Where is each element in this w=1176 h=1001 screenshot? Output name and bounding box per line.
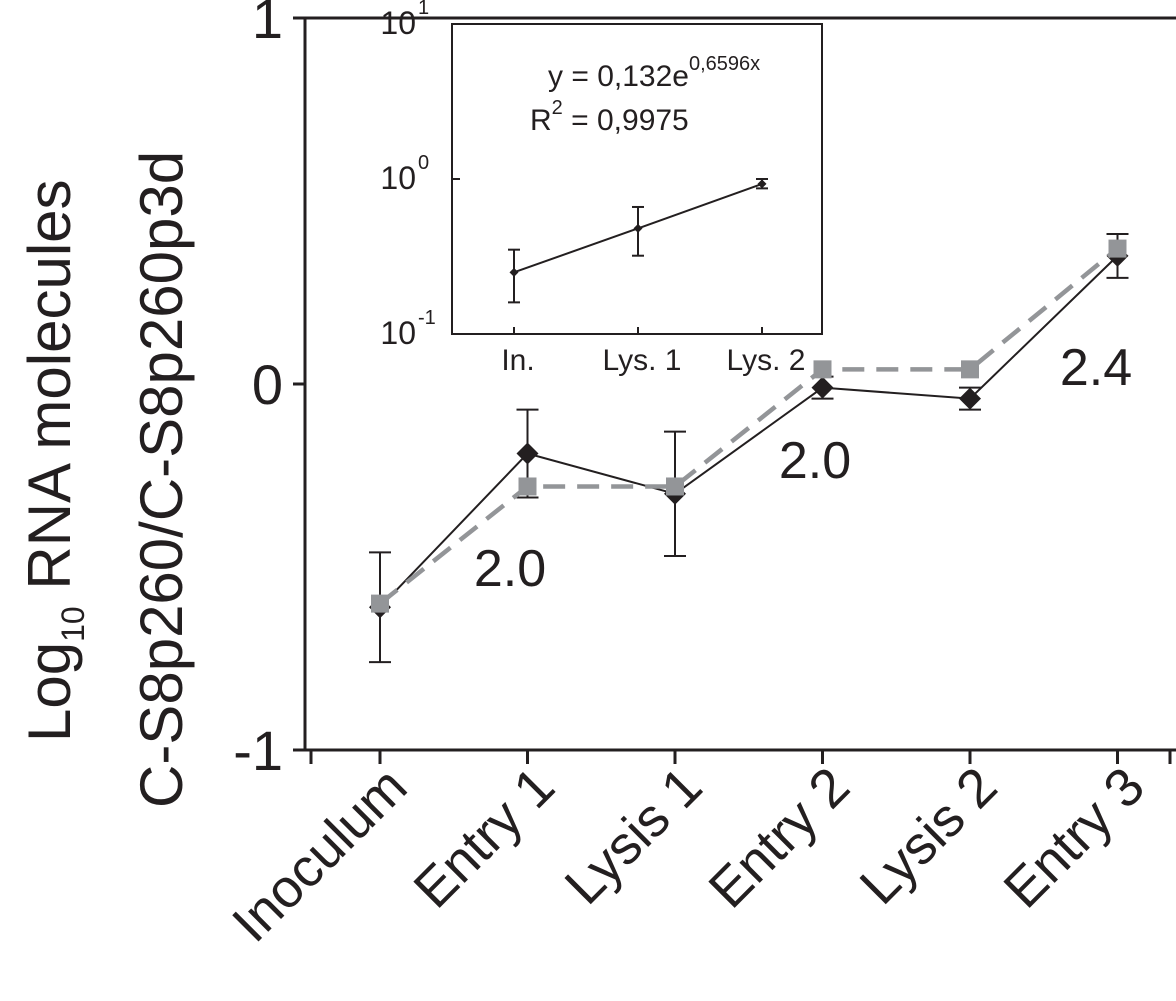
inset-x-tick-label: Lys. 1 — [603, 344, 682, 377]
inset-y-tick-base: 10 — [380, 160, 416, 196]
y-axis-title-rest: RNA molecules — [16, 179, 83, 606]
main-series-line-2 — [378, 246, 1119, 606]
main-x-tick-label: Inoculum — [221, 756, 418, 953]
main-annotation: 2.0 — [474, 540, 546, 598]
y-axis-title: Log10 RNA molecules C-S8p260/C-S8p260p3d — [16, 151, 195, 808]
main-y-tick-label: -1 — [233, 719, 283, 782]
main-point-square — [961, 360, 979, 379]
main-point-square — [666, 477, 684, 496]
main-x-tick-label: Entry 3 — [993, 756, 1156, 919]
y-axis-title-line-2: C-S8p260/C-S8p260p3d — [128, 151, 195, 808]
main-annotation: 2.4 — [1060, 339, 1132, 397]
inset-x-tick-label: Lys. 2 — [727, 344, 806, 377]
inset-y-tick-exponent: 1 — [418, 0, 429, 19]
main-point-diamond — [811, 376, 834, 399]
inset-fit-equation-exponent: 0,6596x — [689, 53, 760, 75]
y-axis-title-line-1: Log10 RNA molecules — [16, 179, 91, 742]
inset-r-squared-rest: = 0,9975 — [563, 104, 689, 137]
inset-y-tick-exponent: -1 — [418, 307, 436, 329]
inset-series — [508, 178, 768, 304]
main-point-diamond — [516, 442, 539, 465]
inset-fit-equation: y = 0,132e0,6596x — [548, 53, 760, 93]
main-point-square — [518, 477, 537, 496]
main-x-tick-label: Lysis 1 — [554, 756, 714, 916]
main-point-square — [371, 594, 389, 613]
main-x-tick-label: Entry 2 — [698, 756, 861, 919]
inset-r-squared-prefix: R — [530, 104, 552, 137]
main-point-diamond — [959, 387, 981, 410]
inset-fit-equation-prefix: y = 0,132e — [548, 60, 689, 93]
inset-r-squared-superscript: 2 — [552, 97, 563, 119]
main-point-square — [1108, 239, 1127, 258]
inset-point-diamond — [757, 179, 767, 189]
main-x-tick-label: Entry 1 — [403, 756, 566, 919]
main-y-tick-label: 1 — [252, 0, 283, 50]
main-point-square — [813, 360, 832, 379]
main-series-line-1 — [379, 255, 1119, 608]
inset-point-diamond — [633, 223, 643, 233]
inset-point-diamond — [509, 267, 519, 277]
inset-r-squared: R2 = 0,9975 — [530, 97, 689, 137]
inset-y-tick-exponent: 0 — [418, 152, 429, 174]
y-axis-title-prefix: Log — [16, 642, 83, 742]
inset-y-tick-base: 10 — [380, 5, 416, 41]
main-y-tick-label: 0 — [252, 353, 283, 416]
inset-x-tick-label: In. — [501, 344, 534, 377]
main-annotations: 2.0 2.0 2.4 — [474, 339, 1132, 598]
main-series — [369, 232, 1129, 664]
y-axis-title-subscript: 10 — [55, 606, 91, 642]
main-annotation: 2.0 — [779, 432, 851, 490]
inset-y-tick-base: 10 — [380, 315, 416, 351]
main-x-tick-label: Lysis 2 — [849, 756, 1009, 916]
